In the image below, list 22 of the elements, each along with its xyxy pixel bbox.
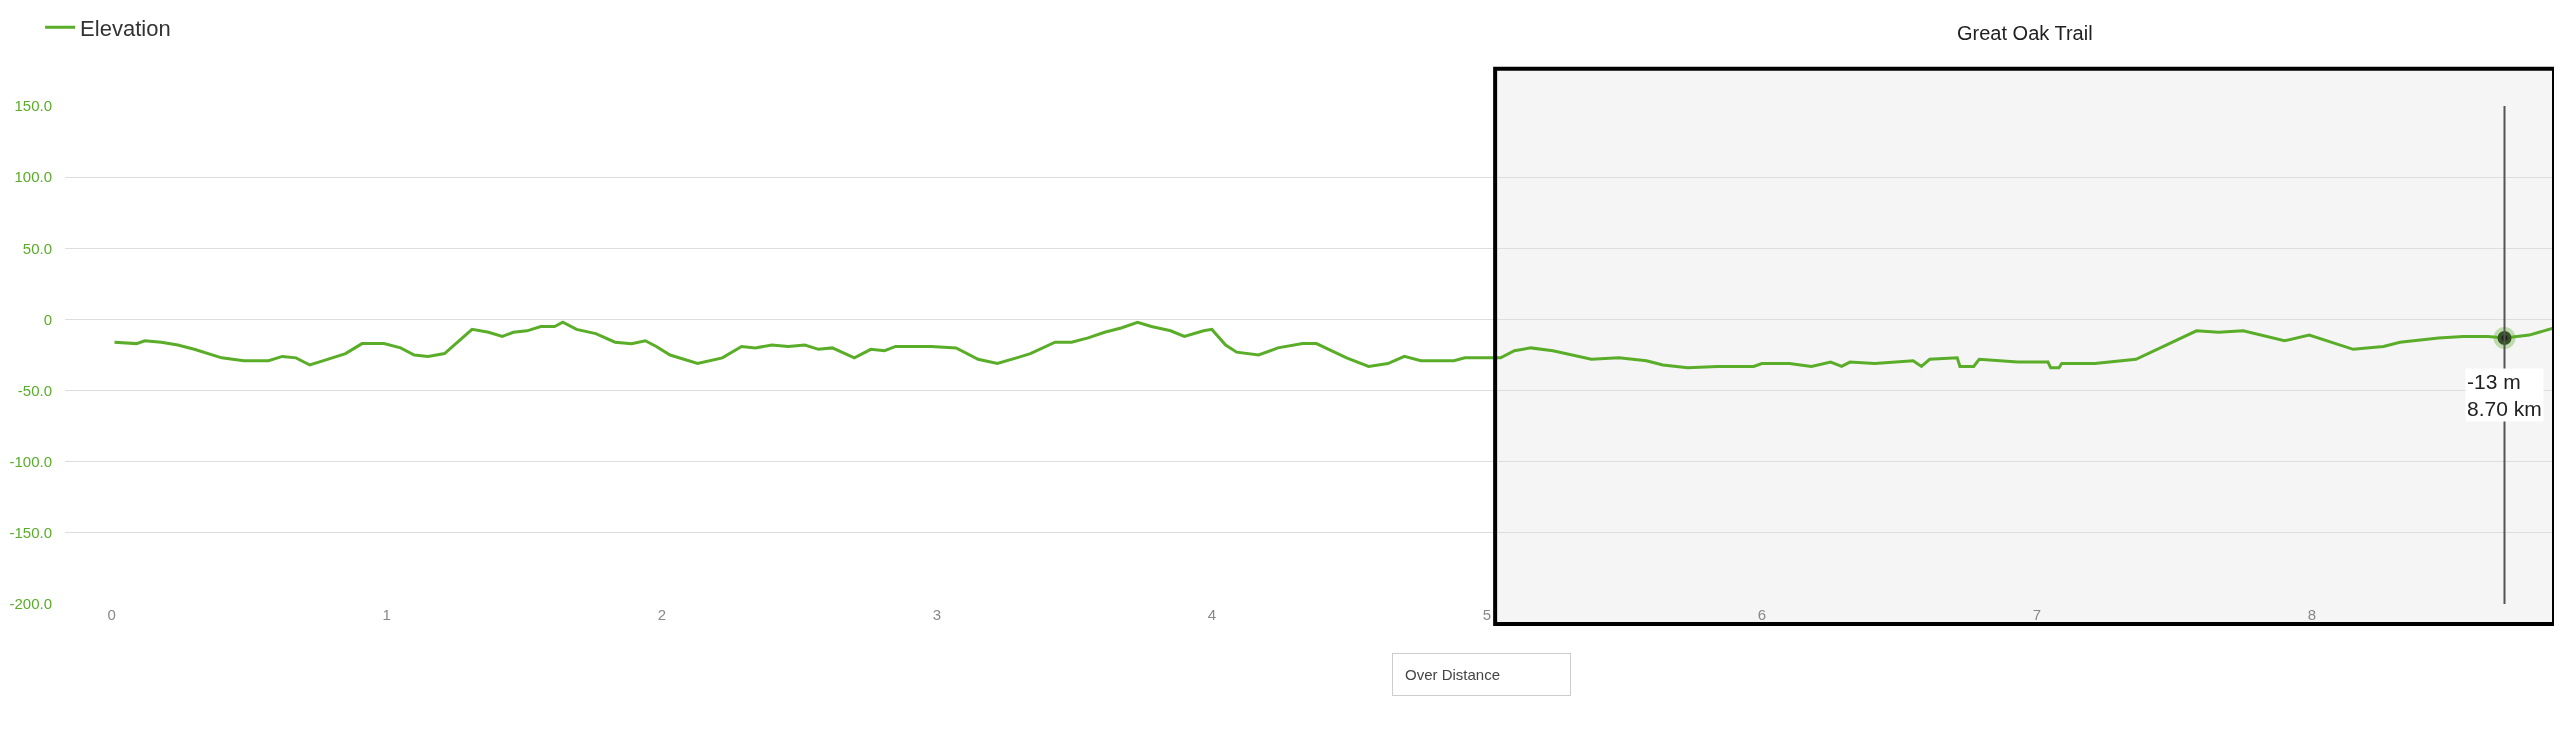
y-tick-label: -200.0 <box>9 595 52 613</box>
y-tick-label: 100.0 <box>14 168 52 186</box>
x-tick-label: 6 <box>1757 606 1767 623</box>
x-tick-label: 4 <box>1207 606 1217 623</box>
y-tick-label: -50.0 <box>17 381 52 399</box>
line-series <box>113 320 2554 370</box>
y-tick-label: -100.0 <box>9 452 52 470</box>
x-tick-label: 8 <box>2307 606 2317 623</box>
band-label: Great Oak Trail <box>1957 22 2093 44</box>
y-tick-label: -150.0 <box>9 524 52 542</box>
x-tick-label: 7 <box>2032 606 2042 623</box>
annotation: -13 m 8.70 km <box>2467 370 2542 421</box>
y-tick-label: 0 <box>43 310 52 328</box>
y-tick-label: 50.0 <box>22 239 52 257</box>
x-tick-label: 0 <box>107 606 116 623</box>
x-tick-label: 3 <box>932 606 942 623</box>
x-tick-label: 1 <box>382 606 391 623</box>
legend-label: Elevation <box>80 15 171 41</box>
y-tick-label: 150.0 <box>14 97 52 115</box>
x-tick-label: 2 <box>657 606 666 623</box>
text: Over Distance <box>1405 666 1559 683</box>
x-tick-label: 5 <box>1482 606 1492 623</box>
